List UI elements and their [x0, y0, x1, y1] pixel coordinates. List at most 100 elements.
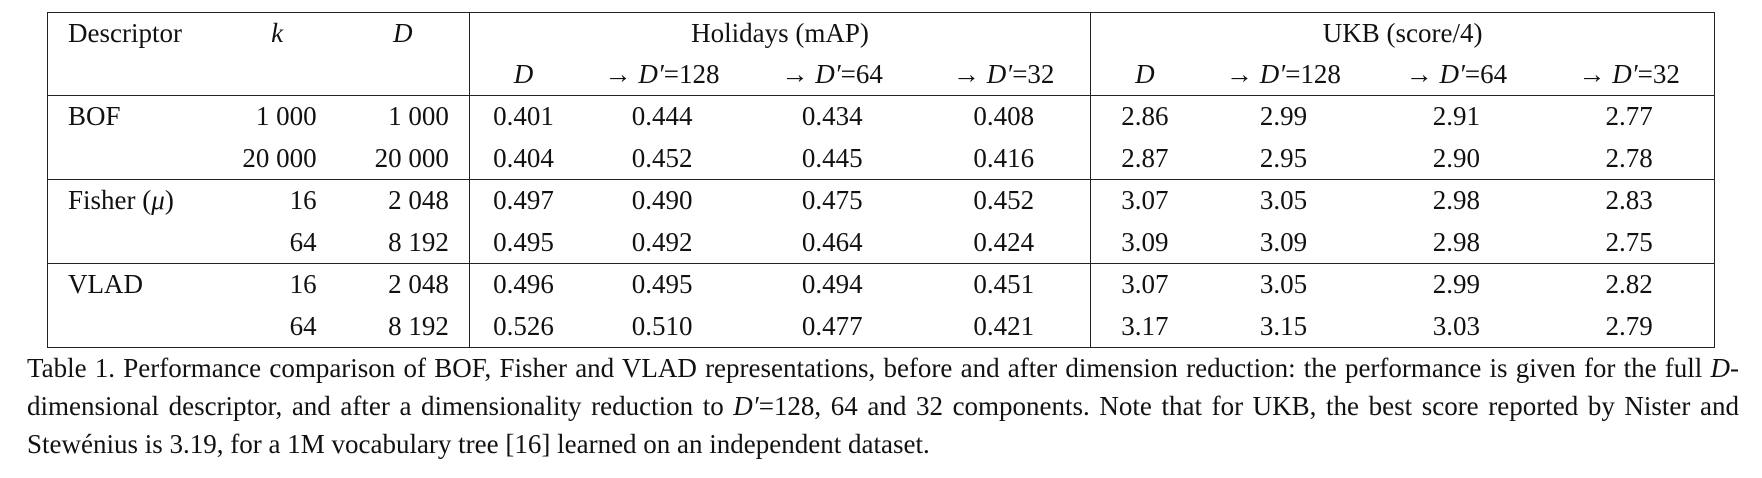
- cell-holidays: 0.434: [747, 95, 918, 138]
- cell-ukb: 3.03: [1432, 310, 1481, 341]
- subheader-arrow: →: [781, 59, 816, 89]
- cell-holidays: 0.494: [747, 263, 918, 306]
- cell-holidays: 0.452: [631, 142, 693, 173]
- descriptor-name: [48, 222, 218, 264]
- descriptor-name: VLAD: [47, 263, 218, 306]
- subheader-arrow: →: [1405, 59, 1440, 89]
- subheader-2: → D′=64: [747, 54, 917, 96]
- descriptor-label-end: ): [164, 185, 174, 216]
- cell-D: 2 048: [336, 179, 470, 222]
- subheader-symbol: D′: [1439, 59, 1465, 89]
- cell-ukb: 2.78: [1605, 142, 1653, 173]
- cell-ukb: 2.82: [1544, 263, 1715, 306]
- results-table: Descriptor k D Holidays (mAP) UKB (score…: [47, 12, 1715, 348]
- cell-ukb: 3.17: [1090, 305, 1199, 348]
- table-row: 20 000 20 000 0.404 0.452 0.445 0.416 2.87 2.95…: [48, 137, 1715, 180]
- cell-ukb: 2.86: [1090, 95, 1199, 138]
- cell-k: 64: [289, 310, 317, 341]
- cell-holidays: 0.451: [917, 263, 1091, 306]
- subheader-symbol: D′: [815, 59, 841, 89]
- cell-k: 64: [289, 226, 317, 257]
- cell-ukb: 2.99: [1198, 95, 1369, 138]
- cell-holidays: 0.490: [577, 179, 748, 222]
- cell-ukb: 2.99: [1368, 263, 1545, 306]
- cell-holidays: 0.475: [747, 179, 918, 222]
- cell-holidays: 0.404: [468, 137, 578, 180]
- cell-ukb: 2.98: [1432, 226, 1481, 257]
- subheader-5: → D′=128: [1198, 54, 1368, 96]
- subheader-value: =64: [840, 59, 883, 89]
- subheader-6: → D′=64: [1369, 54, 1545, 96]
- cell-ukb: 2.95: [1259, 142, 1308, 173]
- header-D: D: [392, 18, 413, 48]
- cell-holidays: 0.477: [801, 310, 863, 341]
- descriptor-math: μ: [151, 185, 165, 216]
- table-body: BOF 1 000 1 000 0.401 0.444 0.434 0.408 2.86 2.9…: [47, 95, 1715, 348]
- header-holidays: Holidays (mAP): [468, 12, 1091, 54]
- cell-holidays: 0.510: [631, 310, 693, 341]
- cell-holidays: 0.444: [577, 95, 748, 138]
- table-row: 64 8 192 0.526 0.510 0.477 0.421 3.17 3.15 3.03 2…: [48, 305, 1715, 348]
- descriptor-label: VLAD: [68, 269, 143, 300]
- subheader-symbol: D: [1135, 59, 1155, 89]
- cell-ukb: 2.91: [1368, 95, 1545, 138]
- descriptor-name: [48, 138, 218, 180]
- caption-math-1: D: [1710, 353, 1731, 383]
- subheader-value: =128: [663, 59, 720, 89]
- table-row: 64 8 192 0.495 0.492 0.464 0.424 3.09 3.09 2.98 2…: [48, 221, 1715, 264]
- subheader-symbol: D: [513, 59, 534, 89]
- descriptor-name: BOF: [47, 95, 218, 138]
- descriptor-name: Fisher (μ): [47, 179, 218, 222]
- cell-holidays: 0.495: [468, 221, 578, 264]
- cell-holidays: 0.495: [577, 263, 748, 306]
- cell-ukb: 2.77: [1544, 95, 1715, 138]
- cell-ukb: 2.79: [1605, 310, 1653, 341]
- cell-ukb: 3.09: [1259, 226, 1308, 257]
- caption-text-1: Table 1. Performance comparison of BOF, …: [27, 353, 1711, 383]
- subheader-value: =32: [1637, 59, 1680, 89]
- subheader-arrow: →: [1578, 59, 1613, 89]
- header-descriptor: Descriptor: [68, 18, 182, 48]
- header-row-top: Descriptor k D Holidays (mAP) UKB (score…: [48, 12, 1715, 54]
- header-row-sub: D → D′=128 → D′=64 → D′=32 D → D′=128 → D′=64 →…: [48, 54, 1715, 96]
- subheader-symbol: D′: [1259, 59, 1286, 89]
- subheader-arrow: →: [604, 59, 639, 89]
- cell-holidays: 0.452: [917, 179, 1091, 222]
- cell-holidays: 0.445: [801, 142, 863, 173]
- cell-ukb: 2.87: [1090, 137, 1199, 180]
- cell-ukb: 2.75: [1605, 226, 1653, 257]
- cell-k: 16: [217, 179, 337, 222]
- cell-D: 20 000: [374, 142, 449, 173]
- table-caption: Table 1. Performance comparison of BOF, …: [27, 349, 1739, 463]
- subheader-7: → D′=32: [1544, 54, 1714, 96]
- cell-k: 20 000: [242, 142, 317, 173]
- subheader-symbol: D′: [638, 59, 664, 89]
- subheader-1: → D′=128: [577, 54, 747, 96]
- table-row: BOF 1 000 1 000 0.401 0.444 0.434 0.408 2.86 2.9…: [47, 95, 1715, 138]
- cell-k: 16: [217, 263, 337, 306]
- cell-D: 8 192: [388, 310, 449, 341]
- cell-ukb: 2.83: [1544, 179, 1715, 222]
- caption-text-3: =128, 64 and 32 components. Note that fo…: [27, 391, 1739, 459]
- table-row: Fisher (μ) 16 2 048 0.497 0.490 0.475 0.452 3.0…: [47, 179, 1715, 222]
- cell-ukb: 3.09: [1090, 221, 1199, 264]
- subheader-0: D: [468, 54, 578, 96]
- cell-ukb: 2.98: [1368, 179, 1545, 222]
- subheader-3: → D′=32: [917, 54, 1091, 96]
- cell-ukb: 3.05: [1198, 263, 1369, 306]
- cell-ukb: 3.05: [1198, 179, 1369, 222]
- cell-holidays: 0.424: [973, 226, 1035, 257]
- cell-holidays: 0.526: [468, 305, 578, 348]
- subheader-value: =64: [1464, 59, 1508, 89]
- cell-D: 2 048: [336, 263, 470, 306]
- cell-D: 1 000: [336, 95, 470, 138]
- subheader-symbol: D′: [1612, 59, 1638, 89]
- cell-ukb: 3.07: [1090, 179, 1199, 222]
- header-ukb: UKB (score/4): [1090, 12, 1715, 54]
- descriptor-label: BOF: [68, 101, 121, 132]
- cell-holidays: 0.416: [973, 142, 1035, 173]
- cell-holidays: 0.496: [468, 263, 578, 306]
- descriptor-name: [48, 306, 218, 348]
- caption-math-2: D′: [733, 391, 759, 421]
- cell-holidays: 0.421: [973, 310, 1035, 341]
